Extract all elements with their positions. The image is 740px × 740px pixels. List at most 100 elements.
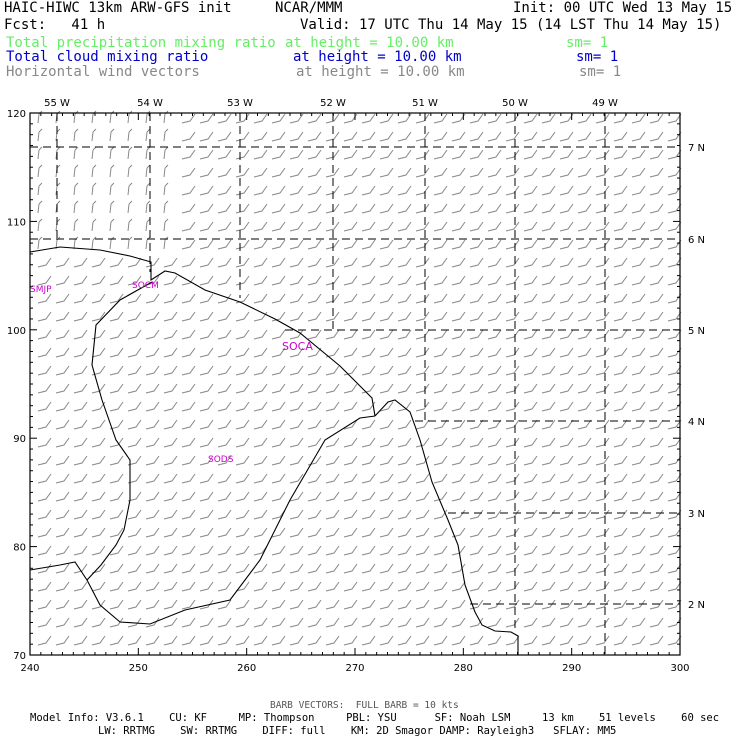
border-south	[86, 415, 376, 625]
wind-barb	[199, 635, 214, 646]
wind-barb	[163, 218, 169, 232]
wind-barb	[55, 635, 70, 646]
wind-barb	[469, 311, 484, 322]
wind-barb	[649, 527, 664, 538]
wind-barb	[181, 293, 196, 304]
wind-barb	[235, 203, 250, 214]
wind-barb	[523, 257, 538, 268]
wind-barb	[505, 221, 520, 232]
wind-barb	[361, 221, 376, 232]
wind-barb	[235, 347, 250, 358]
wind-barb	[163, 128, 169, 142]
wind-barb	[145, 545, 160, 556]
wind-barb	[577, 347, 592, 358]
wind-barb	[541, 257, 556, 268]
wind-barb	[199, 257, 214, 268]
wind-barb	[145, 617, 160, 628]
wind-barb	[307, 545, 322, 556]
wind-barb	[487, 113, 502, 124]
field-1-name: Total precipitation mixing ratio	[6, 35, 276, 51]
wind-barb	[469, 239, 484, 250]
wind-barb	[271, 149, 286, 160]
wind-barb	[667, 185, 682, 196]
wind-barb	[469, 257, 484, 268]
wind-barb	[595, 617, 610, 628]
wind-barb	[73, 218, 79, 232]
wind-barb	[253, 419, 268, 430]
wind-barb	[217, 167, 232, 178]
wind-barb	[433, 275, 448, 286]
wind-barb	[289, 581, 304, 592]
wind-barb	[73, 311, 88, 322]
wind-barb	[253, 383, 268, 394]
wind-barb	[559, 563, 574, 574]
wind-barb	[397, 599, 412, 610]
wind-barb	[595, 149, 610, 160]
wind-barb	[559, 329, 574, 340]
wind-barb	[595, 491, 610, 502]
wind-barb	[523, 329, 538, 340]
wind-barb	[343, 599, 358, 610]
wind-barb	[397, 149, 412, 160]
wind-barb	[289, 473, 304, 484]
wind-barb	[541, 545, 556, 556]
wind-barb	[379, 437, 394, 448]
wind-barb	[613, 131, 628, 142]
wind-barb	[163, 437, 178, 448]
wind-barb	[667, 419, 682, 430]
wind-barb	[181, 527, 196, 538]
wind-barb	[271, 221, 286, 232]
wind-barb	[469, 149, 484, 160]
wind-barb	[235, 185, 250, 196]
wind-barb	[559, 491, 574, 502]
wind-barb	[541, 635, 556, 646]
wind-barb	[469, 221, 484, 232]
wind-barb	[127, 347, 142, 358]
wind-barb	[613, 545, 628, 556]
wind-barb	[271, 293, 286, 304]
wind-barb	[145, 218, 151, 232]
wind-barb	[433, 293, 448, 304]
wind-barb	[145, 293, 160, 304]
wind-barb	[469, 401, 484, 412]
wind-barb	[325, 419, 340, 430]
wind-barb	[325, 545, 340, 556]
wind-barb	[559, 437, 574, 448]
wind-barb	[253, 401, 268, 412]
wind-barb	[163, 275, 178, 286]
wind-barb	[397, 311, 412, 322]
wind-barb	[469, 509, 484, 520]
wind-barb	[613, 149, 628, 160]
wind-barb	[181, 581, 196, 592]
wind-barb	[181, 635, 196, 646]
wind-barb	[235, 563, 250, 574]
wind-barb	[631, 473, 646, 484]
wind-barb	[163, 527, 178, 538]
wind-barb	[631, 455, 646, 466]
wind-barb	[289, 329, 304, 340]
wind-barb	[91, 509, 106, 520]
wind-barb	[55, 509, 70, 520]
wind-barb	[505, 383, 520, 394]
wind-barb	[361, 473, 376, 484]
wind-barb	[361, 455, 376, 466]
wind-barb	[667, 401, 682, 412]
wind-barb	[289, 365, 304, 376]
wind-barb	[649, 419, 664, 430]
wind-barb	[307, 419, 322, 430]
wind-barb	[343, 185, 358, 196]
wind-barb	[361, 617, 376, 628]
wind-barb	[199, 509, 214, 520]
wind-barb	[217, 491, 232, 502]
wind-barb	[91, 419, 106, 430]
wind-barb	[325, 311, 340, 322]
wind-barb	[433, 239, 448, 250]
wind-barb	[451, 635, 466, 646]
wind-barb	[199, 419, 214, 430]
wind-barb	[271, 635, 286, 646]
wind-barb	[613, 185, 628, 196]
wind-barb	[163, 419, 178, 430]
wind-barb	[361, 293, 376, 304]
wind-barb	[361, 581, 376, 592]
wind-barb	[415, 527, 430, 538]
